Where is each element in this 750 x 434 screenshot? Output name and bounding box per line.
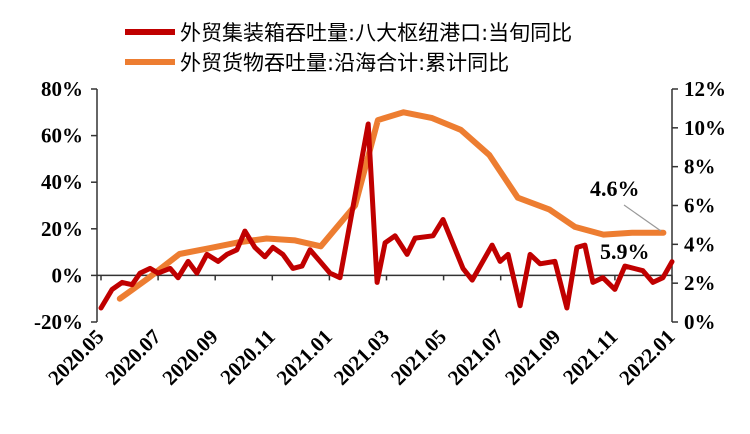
series-line-cargo-cumulative <box>116 109 667 302</box>
data-label-container-latest: 5.9% <box>600 239 650 264</box>
data-label-cargo-latest: 4.6% <box>590 176 640 201</box>
x-tick-label: 2021.05 <box>386 325 451 390</box>
right-y-tick-label: 8% <box>684 155 716 179</box>
right-y-tick-label: 4% <box>684 232 716 256</box>
left-y-tick-label: -20% <box>34 310 83 334</box>
annotation-leader-line <box>623 204 662 232</box>
x-tick-label: 2021.01 <box>272 325 337 390</box>
x-tick-label: 2020.07 <box>100 325 165 390</box>
left-y-tick-label: 40% <box>41 170 83 194</box>
x-tick-label: 2022.01 <box>614 325 679 390</box>
series-line-container-yoy <box>98 121 675 311</box>
legend: 外贸集装箱吞吐量:八大枢纽港口:当旬同比 外贸货物吞吐量:沿海合计:累计同比 <box>125 21 572 75</box>
legend-label-cargo-cumulative: 外贸货物吞吐量:沿海合计:累计同比 <box>180 51 509 75</box>
right-y-tick-label: 12% <box>684 77 726 101</box>
x-tick-label: 2021.11 <box>558 325 622 389</box>
x-tick-label: 2020.11 <box>215 325 279 389</box>
left-y-tick-label: 80% <box>41 77 83 101</box>
left-y-tick-label: 20% <box>41 217 83 241</box>
x-tick-label: 2020.05 <box>43 325 108 390</box>
x-tick-label: 2021.09 <box>500 325 565 390</box>
legend-label-container-yoy: 外贸集装箱吞吐量:八大枢纽港口:当旬同比 <box>180 21 572 45</box>
left-y-tick-label: 0% <box>52 263 84 287</box>
left-y-tick-label: 60% <box>41 124 83 148</box>
x-tick-label: 2021.07 <box>443 325 508 390</box>
right-y-tick-label: 0% <box>684 310 716 334</box>
right-y-tick-label: 2% <box>684 271 716 295</box>
x-tick-label: 2020.09 <box>158 325 223 390</box>
right-y-tick-label: 10% <box>684 116 726 140</box>
right-y-tick-label: 6% <box>684 194 716 218</box>
x-tick-label: 2021.03 <box>329 325 394 390</box>
